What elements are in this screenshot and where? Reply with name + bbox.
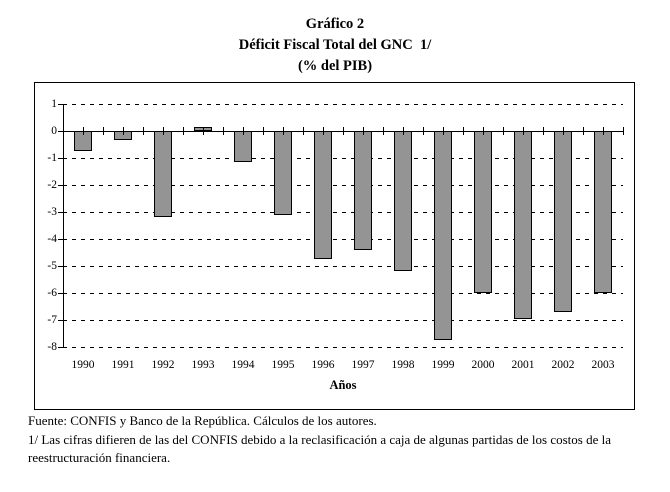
- x-axis-tick: [223, 127, 224, 135]
- x-tick-label-1991: 1991: [111, 359, 135, 371]
- chart-footnotes: Fuente: CONFIS y Banco de la República. …: [28, 412, 646, 468]
- x-axis-tick: [63, 127, 64, 135]
- x-axis-tick: [163, 127, 164, 135]
- y-tick-label: -6: [47, 287, 57, 299]
- y-axis-tick: [58, 158, 63, 159]
- x-axis-tick: [543, 127, 544, 135]
- gridline-1: [63, 104, 623, 105]
- bar-1997: [354, 131, 372, 250]
- y-tick-label: -4: [47, 233, 57, 245]
- y-axis-tick: [58, 212, 63, 213]
- x-axis-tick: [603, 127, 604, 135]
- bar-2001: [514, 131, 532, 319]
- x-axis-tick: [583, 127, 584, 135]
- x-tick-label-1997: 1997: [351, 359, 375, 371]
- x-tick-label-2003: 2003: [591, 359, 615, 371]
- y-axis-tick: [58, 266, 63, 267]
- bar-2003: [594, 131, 612, 293]
- y-axis: [63, 104, 64, 347]
- y-tick-label: -8: [47, 341, 57, 353]
- source-note: Fuente: CONFIS y Banco de la República. …: [28, 413, 377, 428]
- y-axis-tick: [58, 239, 63, 240]
- footnote-1: 1/ Las cifras difieren de las del CONFIS…: [28, 431, 611, 466]
- x-axis-tick: [283, 127, 284, 135]
- y-tick-label: -1: [47, 152, 57, 164]
- x-axis-tick: [123, 127, 124, 135]
- x-axis-tick: [523, 127, 524, 135]
- bar-1994: [234, 131, 252, 163]
- y-axis-tick: [58, 104, 63, 105]
- y-axis-tick: [58, 347, 63, 348]
- gridline--5: [63, 266, 623, 267]
- bar-2000: [474, 131, 492, 293]
- gridline--7: [63, 320, 623, 321]
- x-axis-tick: [623, 127, 624, 135]
- gridline--3: [63, 212, 623, 213]
- x-axis-tick: [483, 127, 484, 135]
- bar-1995: [274, 131, 292, 215]
- chart-units: (% del PIB): [297, 58, 373, 74]
- x-tick-label-2002: 2002: [551, 359, 575, 371]
- y-axis-tick: [58, 131, 63, 132]
- chart-title: Déficit Fiscal Total del GNC 1/: [238, 37, 432, 53]
- x-axis-tick: [443, 127, 444, 135]
- x-tick-label-1995: 1995: [271, 359, 295, 371]
- y-tick-label: -5: [47, 260, 57, 272]
- x-axis-tick: [503, 127, 504, 135]
- x-tick-label-1999: 1999: [431, 359, 455, 371]
- x-axis-tick: [83, 127, 84, 135]
- x-tick-label-2001: 2001: [511, 359, 535, 371]
- x-axis-tick: [363, 127, 364, 135]
- x-axis-tick: [323, 127, 324, 135]
- bar-2002: [554, 131, 572, 312]
- chart-area: Años 1 0 -1 -2 -3 -4 -5 -6 -7 -8 1990 1991 1992 1993 1…: [34, 82, 635, 410]
- chart-title-block: Gráfico 2 Déficit Fiscal Total del GNC 1…: [0, 14, 670, 77]
- y-axis-tick: [58, 293, 63, 294]
- x-axis-tick: [143, 127, 144, 135]
- x-tick-label-1990: 1990: [71, 359, 95, 371]
- gridline--1: [63, 158, 623, 159]
- x-axis-tick: [423, 127, 424, 135]
- x-axis-tick: [263, 127, 264, 135]
- x-axis-title: Años: [329, 378, 357, 392]
- x-axis-tick: [203, 127, 204, 135]
- chart-caption: Gráfico 2: [305, 16, 365, 32]
- x-axis-tick: [183, 127, 184, 135]
- y-axis-tick: [58, 320, 63, 321]
- x-tick-label-2000: 2000: [471, 359, 495, 371]
- y-axis-tick: [58, 185, 63, 186]
- y-tick-label: -7: [47, 314, 57, 326]
- x-axis-tick: [303, 127, 304, 135]
- x-axis-tick: [383, 127, 384, 135]
- y-tick-label: -3: [47, 206, 57, 218]
- x-tick-label-1996: 1996: [311, 359, 335, 371]
- x-axis-tick: [563, 127, 564, 135]
- x-tick-label-1998: 1998: [391, 359, 415, 371]
- bar-1998: [394, 131, 412, 272]
- y-tick-label: -2: [47, 179, 57, 191]
- x-axis-tick: [463, 127, 464, 135]
- gridline--6: [63, 293, 623, 294]
- y-tick-label: 0: [51, 125, 57, 137]
- gridline--8: [63, 347, 623, 348]
- x-tick-label-1994: 1994: [231, 359, 255, 371]
- gridline--4: [63, 239, 623, 240]
- bar-1992: [154, 131, 172, 218]
- x-axis-tick: [343, 127, 344, 135]
- x-axis-tick: [243, 127, 244, 135]
- x-axis-tick: [103, 127, 104, 135]
- x-axis-tick: [403, 127, 404, 135]
- x-tick-label-1993: 1993: [191, 359, 215, 371]
- y-tick-label: 1: [51, 98, 57, 110]
- gridline--2: [63, 185, 623, 186]
- bar-1996: [314, 131, 332, 260]
- bar-1999: [434, 131, 452, 341]
- x-tick-label-1992: 1992: [151, 359, 175, 371]
